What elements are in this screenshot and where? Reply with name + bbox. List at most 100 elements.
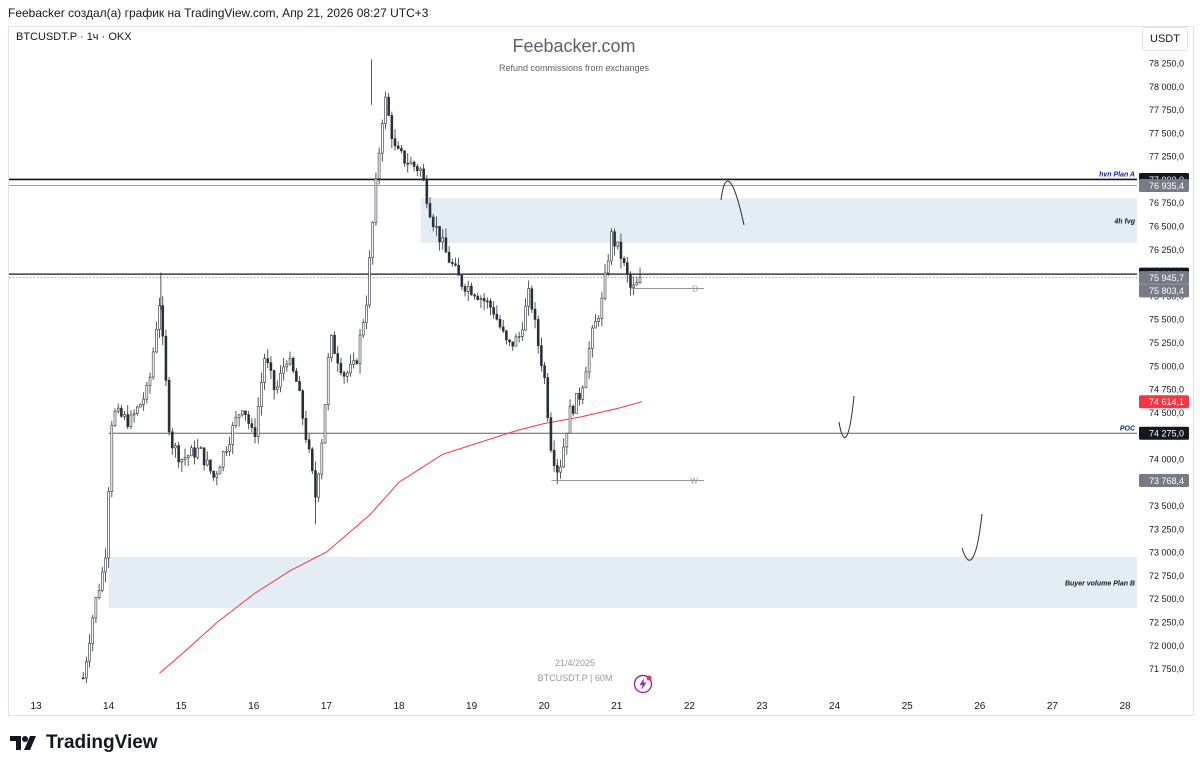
candle-body bbox=[568, 405, 572, 434]
candle-body bbox=[374, 178, 378, 223]
candle-body bbox=[167, 379, 171, 433]
candle-body bbox=[263, 358, 266, 383]
price-tags-layer: 77 000,076 935,475 983,875 945,732:5375 … bbox=[1139, 172, 1189, 488]
snapshot-date: 21/4/2025 bbox=[554, 658, 596, 668]
candle-body bbox=[183, 457, 187, 460]
candle-body bbox=[142, 398, 145, 405]
x-tick-label: 15 bbox=[176, 701, 188, 712]
candle-body bbox=[613, 231, 616, 247]
candle-body bbox=[562, 446, 565, 468]
zone-label-1: Buyer volume Plan B bbox=[1065, 580, 1135, 587]
price-axis[interactable]: 78 250,0 78 000,0 77 750,0 77 500,0 77 250,0… bbox=[1149, 59, 1184, 675]
y-tick-label: 73 250,0 bbox=[1149, 524, 1184, 534]
candle-body bbox=[514, 336, 518, 347]
candle-body bbox=[406, 162, 410, 165]
candle-body bbox=[591, 327, 594, 349]
candle-body bbox=[225, 450, 228, 453]
candle-body bbox=[508, 339, 511, 343]
candle-body bbox=[498, 319, 502, 328]
y-tick-label: 74 000,0 bbox=[1149, 454, 1184, 464]
candle-body bbox=[196, 447, 200, 458]
candle-body bbox=[565, 432, 569, 448]
candle-body bbox=[365, 304, 368, 323]
candle-body bbox=[174, 445, 177, 449]
candle-body bbox=[91, 617, 95, 644]
price-tag-label-8: 73 768,4 bbox=[1149, 476, 1184, 486]
candle-body bbox=[409, 161, 413, 165]
y-tick-label: 78 000,0 bbox=[1149, 82, 1184, 92]
candle-body bbox=[451, 262, 454, 265]
level-label-3: POC bbox=[1120, 425, 1136, 432]
candle-body bbox=[101, 571, 104, 591]
marker-label-0: D bbox=[692, 284, 698, 293]
candle-body bbox=[151, 351, 155, 378]
candle-body bbox=[495, 313, 499, 320]
currency-button[interactable]: USDT bbox=[1142, 27, 1188, 51]
zone-0 bbox=[420, 198, 1137, 243]
candle-body bbox=[88, 643, 91, 662]
moving-average-line bbox=[159, 401, 643, 674]
candle-body bbox=[304, 418, 308, 440]
candle-body bbox=[120, 407, 123, 417]
candle-body bbox=[457, 264, 460, 276]
candle-body bbox=[390, 115, 394, 140]
candle-body bbox=[533, 308, 537, 320]
candle-body bbox=[279, 372, 282, 388]
candle-body bbox=[629, 274, 632, 288]
candle-body bbox=[447, 251, 451, 263]
candle-body bbox=[559, 466, 562, 473]
candle-body bbox=[288, 357, 292, 365]
candle-body bbox=[311, 448, 314, 471]
candle-body bbox=[171, 431, 174, 449]
candle-body bbox=[158, 305, 161, 330]
candle-body bbox=[578, 393, 581, 400]
drawings-layer bbox=[720, 180, 983, 561]
candle-body bbox=[546, 377, 550, 418]
candle-body bbox=[164, 335, 168, 381]
candle-body bbox=[295, 370, 298, 382]
candle-body bbox=[177, 445, 180, 463]
candle-body bbox=[145, 385, 149, 400]
tradingview-logo-text: TradingView bbox=[46, 732, 158, 753]
x-tick-label: 14 bbox=[103, 701, 115, 712]
candle-body bbox=[94, 597, 98, 619]
x-tick-label: 18 bbox=[393, 701, 405, 712]
candle-body bbox=[129, 414, 133, 427]
candle-body bbox=[403, 150, 406, 164]
candle-body bbox=[234, 417, 238, 426]
candle-body bbox=[460, 274, 464, 287]
symbol-info[interactable]: BTCUSDT.P · 1ч · OKX bbox=[16, 31, 132, 43]
time-axis[interactable]: 13 14 15 16 17 18 19 20 21 22 23 24 25 26 27 28 bbox=[30, 701, 1131, 712]
candle-body bbox=[393, 138, 397, 147]
x-tick-label: 28 bbox=[1119, 701, 1131, 712]
candle-body bbox=[180, 459, 184, 463]
candle-body bbox=[610, 231, 613, 262]
candle-body bbox=[155, 328, 158, 353]
candle-body bbox=[521, 329, 524, 337]
candle-body bbox=[358, 334, 362, 364]
marker-label-1: W bbox=[690, 477, 698, 486]
candle-body bbox=[221, 451, 225, 468]
candle-body bbox=[473, 294, 476, 297]
candle-body bbox=[470, 285, 473, 296]
candle-body bbox=[606, 260, 610, 274]
candle-body bbox=[400, 148, 403, 152]
candle-body bbox=[466, 285, 470, 292]
tradingview-logo[interactable]: TradingView bbox=[10, 732, 158, 754]
y-tick-label: 72 000,0 bbox=[1149, 641, 1184, 651]
candle-body bbox=[428, 203, 432, 218]
candle-body bbox=[342, 372, 346, 377]
candle-body bbox=[616, 241, 620, 247]
candle-body bbox=[463, 286, 467, 292]
candle-body bbox=[626, 262, 629, 275]
watermark-title: Feebacker.com bbox=[512, 36, 636, 56]
candle-body bbox=[419, 168, 422, 172]
candle-body bbox=[323, 404, 327, 444]
lightning-icon[interactable] bbox=[633, 674, 653, 694]
candle-body bbox=[476, 295, 480, 300]
watermark-subtitle: Refund commissions from exchanges bbox=[498, 63, 650, 73]
candle-body bbox=[597, 318, 600, 322]
price-tag-1 bbox=[1139, 178, 1189, 192]
candle-body bbox=[330, 335, 333, 358]
